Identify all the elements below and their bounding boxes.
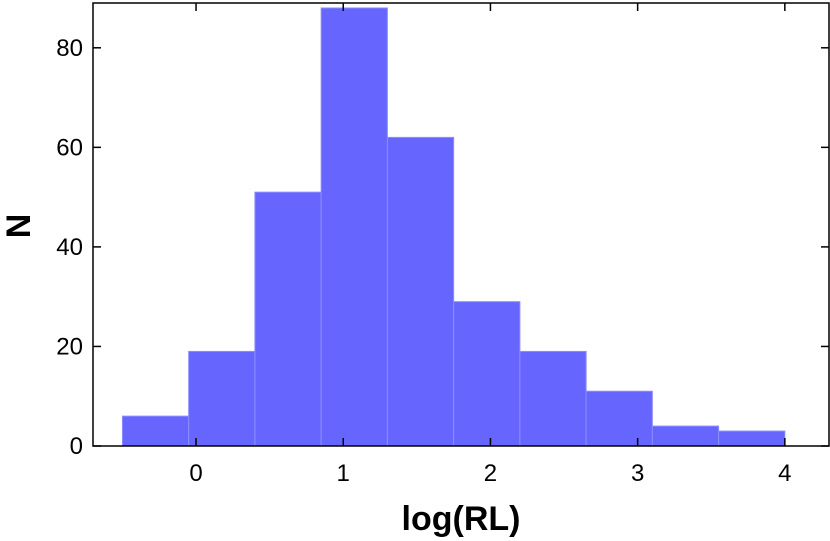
x-tick-label: 2: [484, 460, 497, 487]
histogram-bar-6: [519, 350, 587, 447]
histogram-bar-4: [386, 136, 455, 447]
histogram-bar-7: [585, 390, 653, 447]
histogram-bar-0: [121, 415, 190, 447]
y-tick-label: 40: [56, 234, 83, 261]
y-axis-label: N: [0, 214, 38, 239]
x-tick-label: 4: [778, 460, 791, 487]
y-tick-label: 0: [70, 433, 83, 460]
x-axis-ticks: 0 1 2 3 4: [189, 3, 792, 487]
x-tick-label: 0: [189, 460, 202, 487]
histogram-bar-3: [320, 7, 388, 447]
histogram-bar-2: [254, 191, 322, 447]
histogram-bar-9: [718, 430, 786, 447]
y-axis-ticks: 0 20 40 60 80: [56, 35, 829, 460]
bars-group: [121, 7, 786, 447]
y-tick-label: 60: [56, 134, 83, 161]
histogram-bar-5: [453, 301, 521, 447]
x-tick-label: 1: [337, 460, 350, 487]
histogram-bar-8: [651, 425, 720, 447]
y-tick-label: 20: [56, 333, 83, 360]
x-axis-label: log(RL): [402, 500, 521, 538]
plot-frame: [92, 2, 830, 447]
histogram-bar-1: [188, 350, 256, 447]
y-tick-label: 80: [56, 35, 83, 62]
x-tick-label: 3: [631, 460, 644, 487]
